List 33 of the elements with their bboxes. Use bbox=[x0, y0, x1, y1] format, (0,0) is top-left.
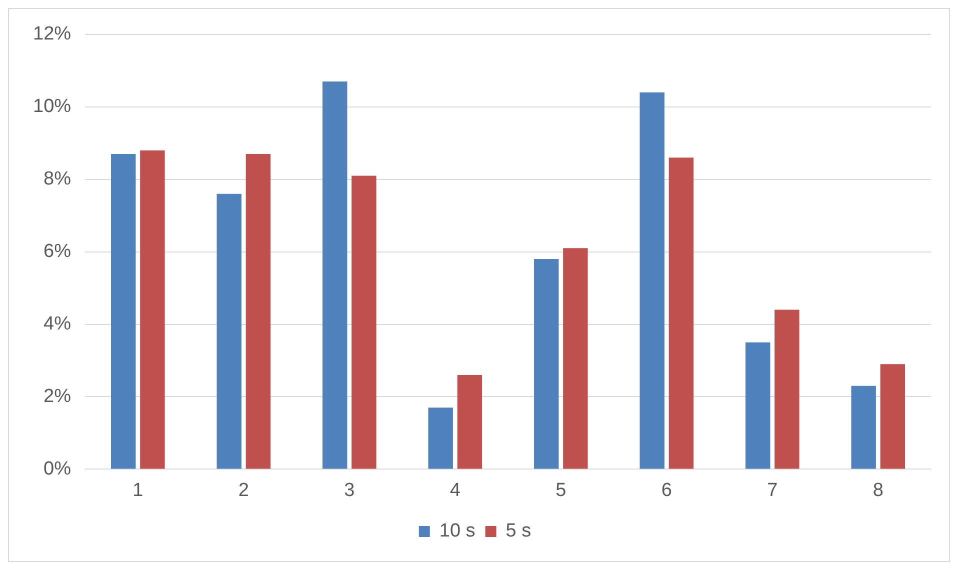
bar bbox=[534, 259, 559, 469]
bar bbox=[563, 248, 588, 469]
bar bbox=[851, 386, 876, 469]
legend-label: 10 s bbox=[439, 520, 476, 542]
y-tick-label: 10% bbox=[32, 96, 72, 118]
bar bbox=[640, 92, 664, 469]
x-tick-label: 2 bbox=[238, 480, 249, 501]
bar bbox=[322, 82, 348, 469]
bar bbox=[428, 408, 453, 469]
bar bbox=[352, 176, 376, 469]
bar bbox=[246, 154, 271, 469]
bar bbox=[216, 194, 242, 469]
bar bbox=[774, 310, 800, 469]
x-tick-label: 8 bbox=[872, 480, 884, 501]
y-tick-label: 6% bbox=[44, 241, 72, 262]
bar bbox=[111, 154, 136, 469]
x-tick-label: 5 bbox=[556, 480, 566, 501]
y-tick-label: 12% bbox=[32, 24, 72, 45]
legend-label: 5 s bbox=[506, 520, 532, 542]
x-tick-label: 6 bbox=[661, 480, 672, 501]
x-tick-label: 1 bbox=[132, 480, 144, 501]
bar bbox=[745, 342, 770, 469]
bar bbox=[880, 364, 906, 469]
x-tick-label: 4 bbox=[450, 480, 461, 501]
y-tick-label: 0% bbox=[44, 458, 72, 480]
x-tick-label: 7 bbox=[767, 480, 778, 501]
bar bbox=[668, 158, 694, 469]
bar bbox=[140, 150, 165, 469]
y-tick-label: 2% bbox=[44, 386, 72, 407]
x-tick-label: 3 bbox=[344, 480, 355, 501]
y-tick-label: 4% bbox=[44, 314, 72, 334]
bar bbox=[457, 374, 482, 469]
y-tick-label: 8% bbox=[44, 168, 72, 190]
